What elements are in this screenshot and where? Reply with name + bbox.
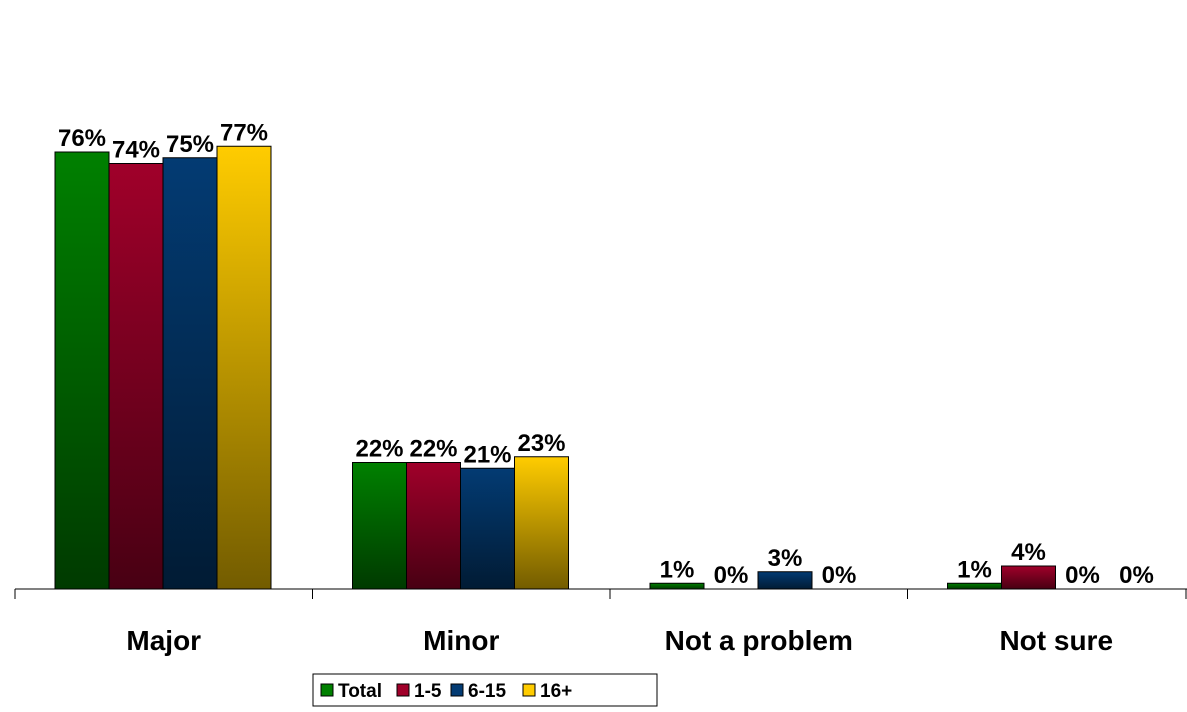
data-label: 22% bbox=[409, 436, 457, 463]
legend-label: 6-15 bbox=[468, 681, 506, 702]
legend-swatch bbox=[450, 683, 464, 697]
bar-total-major bbox=[54, 151, 110, 590]
data-label: 4% bbox=[1011, 539, 1046, 566]
bar-16--major bbox=[216, 145, 272, 590]
data-label: 76% bbox=[58, 125, 106, 152]
bars-layer bbox=[54, 145, 1056, 590]
category-label: Not sure bbox=[999, 625, 1113, 656]
category-label: Not a problem bbox=[665, 625, 853, 656]
bar-1-5-not-sure bbox=[1001, 565, 1056, 590]
data-label: 77% bbox=[220, 119, 268, 146]
data-label: 23% bbox=[517, 430, 565, 457]
data-label: 0% bbox=[1119, 562, 1154, 589]
data-label: 0% bbox=[1065, 562, 1100, 589]
data-label: 1% bbox=[660, 556, 695, 583]
legend: Total 1-5 6-15 16+ bbox=[312, 673, 658, 707]
bar-6-15-not-a-problem bbox=[757, 571, 813, 590]
bar-1-5-minor bbox=[406, 462, 461, 590]
data-label: 21% bbox=[463, 441, 511, 468]
data-label: 1% bbox=[957, 556, 992, 583]
data-label: 22% bbox=[355, 436, 403, 463]
bar-6-15-minor bbox=[460, 467, 515, 590]
legend-label: 16+ bbox=[540, 681, 572, 702]
legend-swatch bbox=[396, 683, 410, 697]
data-label: 0% bbox=[822, 562, 857, 589]
legend-label: 1-5 bbox=[414, 681, 442, 702]
bar-6-15-major bbox=[162, 157, 218, 590]
x-axis: Major Minor Not a problem Not sure bbox=[14, 588, 1187, 656]
data-label: 3% bbox=[768, 545, 803, 572]
bar-total-not-sure bbox=[947, 582, 1002, 590]
data-label: 0% bbox=[714, 562, 749, 589]
legend-label: Total bbox=[338, 681, 382, 702]
bar-16--minor bbox=[514, 456, 569, 590]
data-label: 74% bbox=[112, 137, 160, 164]
bar-total-minor bbox=[352, 462, 407, 590]
category-label: Minor bbox=[423, 625, 499, 656]
data-label: 75% bbox=[166, 131, 214, 158]
category-label: Major bbox=[126, 625, 201, 656]
legend-swatch bbox=[320, 683, 334, 697]
data-labels-layer: 76% 74% 75% 77%22% 22% 21% 23%1% 0%3%0% 1%4%0% 0% bbox=[58, 119, 1154, 589]
bar-total-not-a-problem bbox=[649, 582, 705, 590]
legend-box bbox=[312, 673, 658, 707]
bar-1-5-major bbox=[108, 163, 164, 590]
legend-swatch bbox=[522, 683, 536, 697]
